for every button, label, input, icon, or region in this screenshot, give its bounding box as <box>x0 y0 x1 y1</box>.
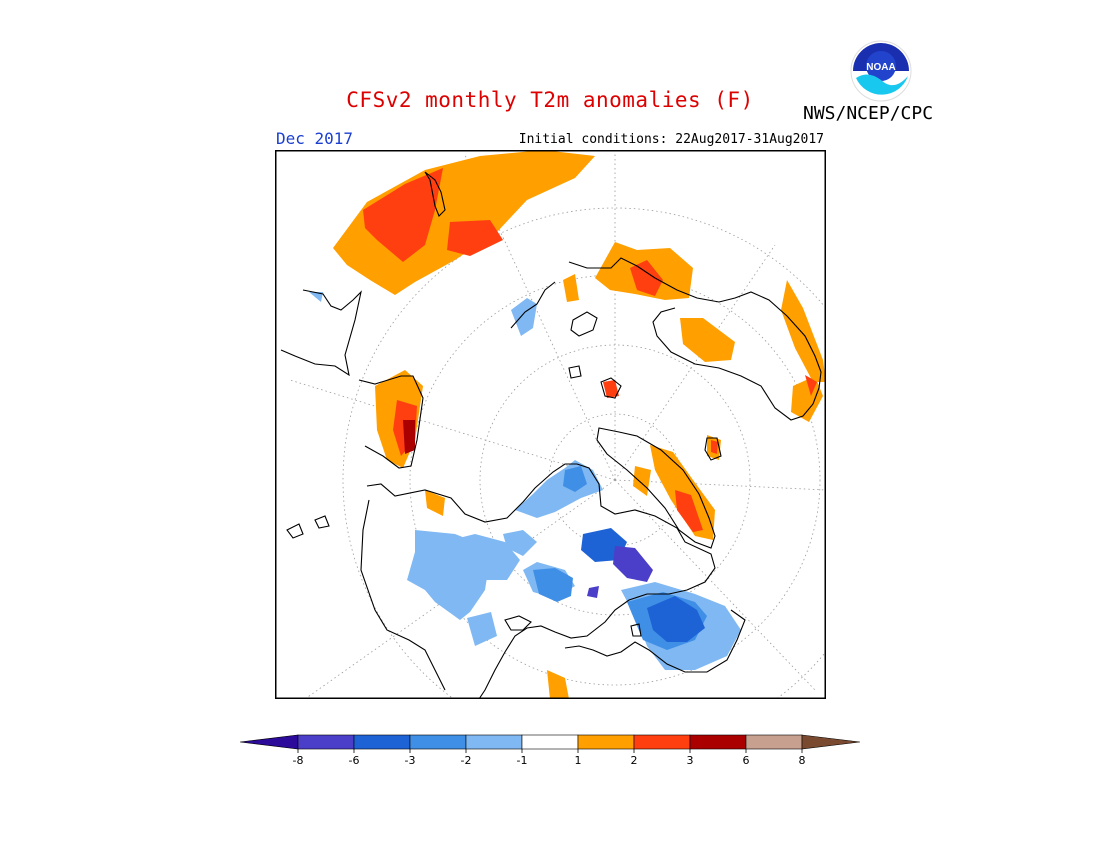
legend-tick-label: -3 <box>405 754 416 767</box>
legend-swatch <box>409 734 467 750</box>
anomaly-canada-cold <box>647 596 705 642</box>
legend-swatch <box>353 734 411 750</box>
legend-arrow-low <box>240 734 299 750</box>
graticule <box>289 150 826 699</box>
legend-swatch <box>689 734 747 750</box>
legend-tick-label: -2 <box>461 754 472 767</box>
legend-tick-label: 8 <box>799 754 806 767</box>
anomaly-eurasia-2to3 <box>363 168 443 262</box>
legend-ticks: -8 -6 -3 -2 -1 1 2 3 6 8 <box>293 749 806 767</box>
chart-title: CFSv2 monthly T2m anomalies (F) <box>346 88 754 112</box>
legend-swatch <box>577 734 635 750</box>
legend-tick-label: 6 <box>743 754 750 767</box>
anomaly-w-canada <box>680 318 735 362</box>
legend-tick-label: 2 <box>631 754 638 767</box>
legend-arrow-high <box>801 734 860 750</box>
noaa-logo: NOAA <box>850 40 912 102</box>
legend-tick-label: 1 <box>575 754 582 767</box>
legend-tick-label: 3 <box>687 754 694 767</box>
initial-conditions: Initial conditions: 22Aug2017-31Aug2017 <box>518 132 824 147</box>
anomaly-canada-coldest <box>613 546 653 582</box>
legend-swatch <box>521 734 579 750</box>
legend-swatch <box>297 734 355 750</box>
legend-bars <box>240 734 860 750</box>
logo-text: NOAA <box>866 62 895 73</box>
polar-map <box>275 150 826 699</box>
warm-anomalies <box>333 150 826 699</box>
legend-swatch <box>745 734 803 750</box>
color-legend: -8 -6 -3 -2 -1 1 2 3 6 8 <box>240 734 860 767</box>
legend-tick-label: -6 <box>349 754 360 767</box>
legend-swatch <box>633 734 691 750</box>
coastlines <box>280 171 822 699</box>
forecast-month: Dec 2017 <box>276 129 354 148</box>
legend-tick-label: -1 <box>517 754 528 767</box>
legend-swatch <box>465 734 523 750</box>
legend-tick-label: -8 <box>293 754 304 767</box>
cold-anomalies <box>309 292 741 670</box>
agency-label: NWS/NCEP/CPC <box>803 103 934 124</box>
